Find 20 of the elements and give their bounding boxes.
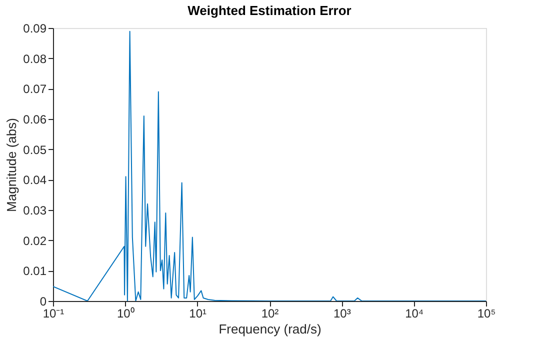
y-tick-label: 0.07: [23, 82, 47, 96]
x-tick-label: 10⁵: [477, 306, 496, 320]
y-axis-title: Magnitude (abs): [4, 118, 20, 212]
chart-title: Weighted Estimation Error: [188, 3, 352, 18]
x-tick-label: 10¹: [189, 306, 207, 320]
y-tick-label: 0.05: [23, 142, 47, 157]
x-tick-label: 10⁻¹: [42, 306, 64, 320]
y-tick-label: 0.08: [23, 52, 47, 66]
y-tick-label: 0.02: [23, 234, 47, 248]
x-tick-label: 10²: [261, 306, 279, 320]
x-tick-label: 10⁴: [405, 306, 424, 320]
y-tick-label: 0: [40, 294, 47, 308]
y-tick-label: 0.06: [23, 112, 47, 126]
x-tick-label: 10³: [333, 306, 351, 320]
x-tick-label: 10⁰: [116, 306, 134, 320]
y-tick-label: 0.04: [23, 173, 47, 188]
y-tick-label: 0.01: [23, 264, 47, 278]
y-tick-label: 0.03: [23, 204, 47, 218]
x-axis-title: Frequency (rad/s): [218, 322, 322, 336]
y-tick-label: 0.09: [23, 22, 47, 36]
